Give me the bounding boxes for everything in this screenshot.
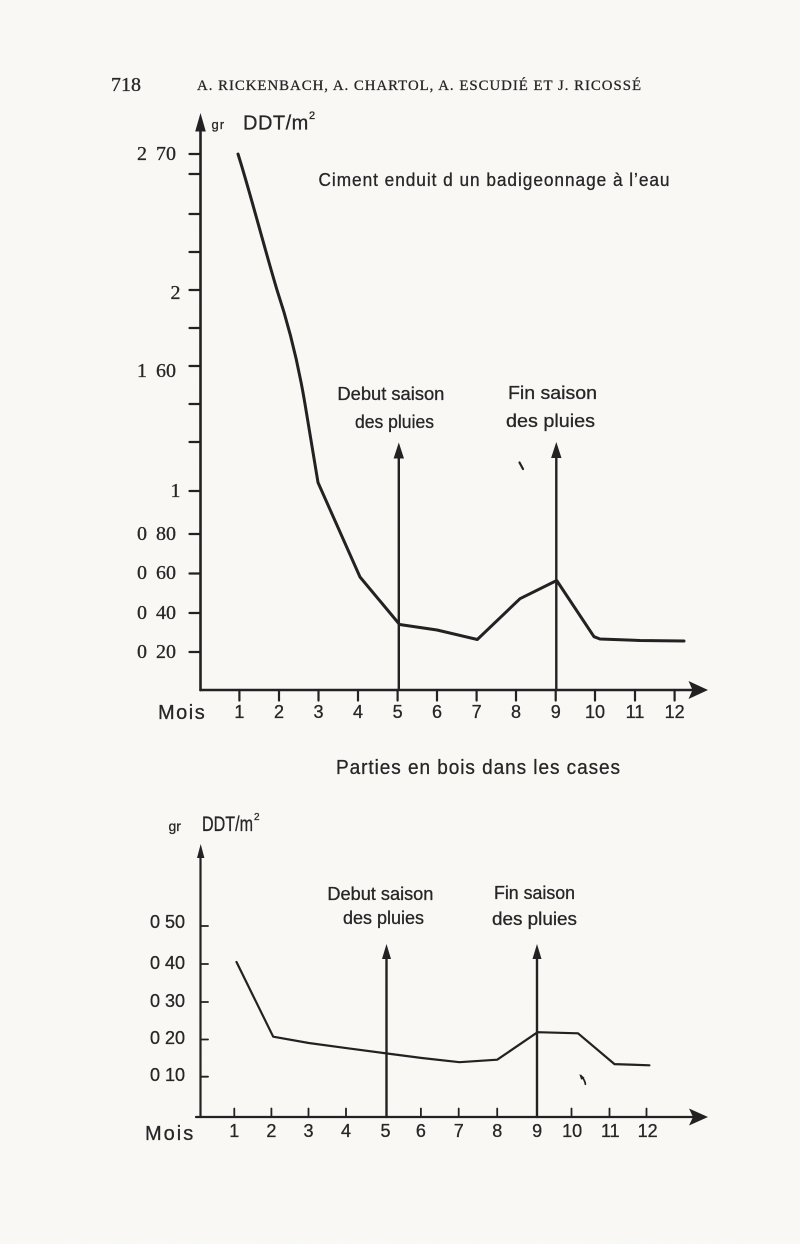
svg-text:12: 12 bbox=[638, 1121, 658, 1141]
svg-text:DDT/m: DDT/m bbox=[243, 113, 309, 135]
svg-text:gr: gr bbox=[212, 117, 226, 132]
svg-text:2: 2 bbox=[171, 282, 181, 304]
svg-text:8: 8 bbox=[511, 702, 521, 722]
svg-text:1: 1 bbox=[234, 702, 244, 722]
svg-text:0 80: 0 80 bbox=[137, 523, 176, 545]
svg-text:Fin saison: Fin saison bbox=[494, 883, 575, 903]
svg-text:1 60: 1 60 bbox=[137, 360, 176, 382]
svg-text:Ciment enduit d un badigeonnag: Ciment enduit d un badigeonnage à l’eau bbox=[319, 170, 671, 190]
svg-text:2: 2 bbox=[266, 1121, 276, 1141]
svg-text:10: 10 bbox=[562, 1121, 582, 1141]
svg-text:2: 2 bbox=[254, 812, 260, 823]
svg-text:6: 6 bbox=[432, 702, 442, 722]
svg-text:7: 7 bbox=[454, 1121, 464, 1141]
svg-text:des pluies: des pluies bbox=[355, 412, 434, 432]
svg-text:3: 3 bbox=[303, 1121, 313, 1141]
svg-text:0 30: 0 30 bbox=[150, 991, 185, 1011]
svg-text:des pluies: des pluies bbox=[506, 411, 595, 431]
svg-text:6: 6 bbox=[416, 1121, 426, 1141]
svg-text:7: 7 bbox=[472, 702, 482, 722]
svg-text:Parties en bois dans les cases: Parties en bois dans les cases bbox=[336, 757, 621, 779]
svg-text:10: 10 bbox=[585, 702, 605, 722]
svg-text:5: 5 bbox=[380, 1121, 390, 1141]
svg-text:0 20: 0 20 bbox=[150, 1028, 185, 1048]
svg-text:1: 1 bbox=[171, 480, 181, 502]
svg-text:des pluies: des pluies bbox=[492, 909, 577, 929]
svg-text:A. RICKENBACH, A. CHARTOL, A.: A. RICKENBACH, A. CHARTOL, A. ESCUDIÉ ET… bbox=[197, 77, 642, 94]
svg-text:4: 4 bbox=[353, 702, 363, 722]
svg-text:0 10: 0 10 bbox=[150, 1065, 185, 1085]
svg-text:0 40: 0 40 bbox=[137, 602, 176, 624]
svg-text:Mois: Mois bbox=[158, 702, 206, 724]
svg-text:Debut saison: Debut saison bbox=[327, 884, 433, 904]
svg-text:Mois: Mois bbox=[145, 1123, 195, 1145]
svg-text:11: 11 bbox=[601, 1121, 620, 1141]
svg-text:4: 4 bbox=[341, 1121, 351, 1141]
svg-text:2: 2 bbox=[309, 110, 315, 122]
svg-text:0 60: 0 60 bbox=[137, 562, 176, 584]
svg-text:718: 718 bbox=[111, 74, 141, 96]
svg-text:3: 3 bbox=[313, 702, 323, 722]
svg-text:DDT/m: DDT/m bbox=[202, 813, 253, 836]
svg-text:Debut saison: Debut saison bbox=[337, 384, 444, 404]
svg-text:12: 12 bbox=[665, 702, 685, 722]
svg-text:11: 11 bbox=[626, 702, 645, 722]
svg-text:2 70: 2 70 bbox=[137, 143, 176, 165]
svg-text:8: 8 bbox=[492, 1121, 502, 1141]
svg-text:1: 1 bbox=[229, 1121, 239, 1141]
svg-text:Fin saison: Fin saison bbox=[508, 383, 597, 403]
svg-text:0 20: 0 20 bbox=[137, 641, 176, 663]
svg-text:2: 2 bbox=[274, 702, 284, 722]
svg-text:0 40: 0 40 bbox=[150, 953, 185, 973]
svg-text:5: 5 bbox=[393, 702, 403, 722]
svg-text:0 50: 0 50 bbox=[150, 912, 185, 932]
svg-text:9: 9 bbox=[551, 702, 561, 722]
svg-text:gr: gr bbox=[169, 818, 182, 834]
svg-text:9: 9 bbox=[532, 1121, 542, 1141]
svg-text:des pluies: des pluies bbox=[343, 908, 424, 928]
